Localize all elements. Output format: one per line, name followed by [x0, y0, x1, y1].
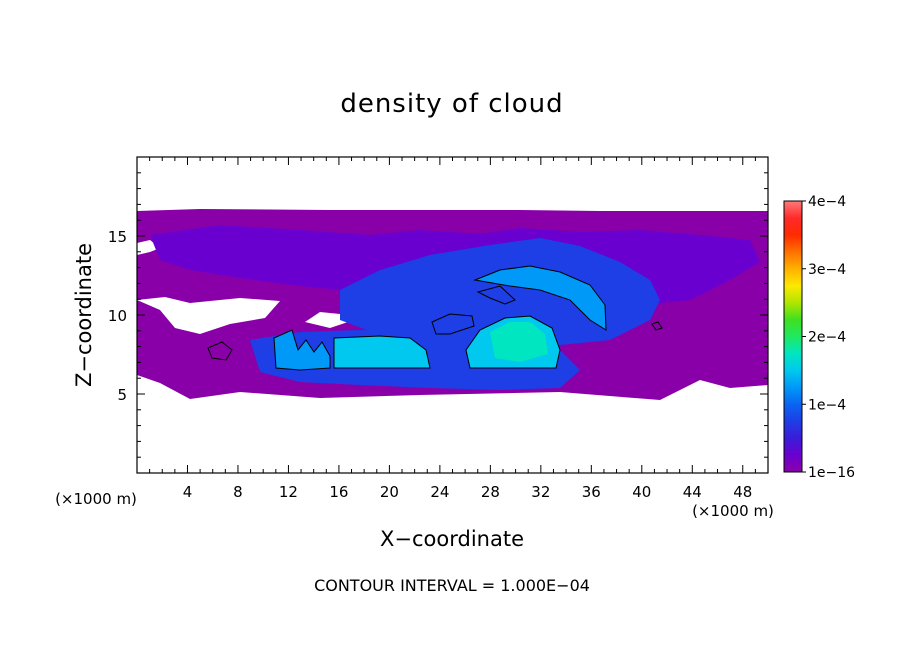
- contour-central-core: [333, 335, 431, 369]
- contour-interval-note: CONTOUR INTERVAL = 1.000E−04: [314, 576, 590, 595]
- contour-lines: [207, 265, 663, 371]
- contour-mid-left-blob: [431, 313, 475, 335]
- x-tick-label: 8: [233, 483, 243, 501]
- region-peak-core: [490, 322, 548, 362]
- x-tick-label: 24: [430, 483, 449, 501]
- region-dense-core-central: [334, 336, 430, 368]
- colorbar-ticks: 1e−16 1e−4 2e−4 3e−4 4e−4: [802, 194, 855, 481]
- x-axis-title: X−coordinate: [380, 527, 524, 551]
- x-tick-label: 36: [582, 483, 601, 501]
- plot-area: [137, 157, 768, 473]
- contour-small-left: [207, 341, 233, 361]
- colorbar-tick-label: 1e−16: [808, 465, 855, 481]
- contour-west-core: [273, 329, 331, 371]
- y-axis-title: Z−coordinate: [72, 243, 96, 387]
- x-tick-label: 48: [733, 483, 752, 501]
- colorbar-scale: [783, 200, 803, 473]
- colorbar-tick-label: 2e−4: [808, 330, 846, 346]
- colorbar-tick-label: 3e−4: [808, 262, 846, 278]
- y-axis: 5 10 15: [108, 172, 768, 458]
- contour-tiny-right: [651, 321, 663, 331]
- contour-upper-anvil: [473, 265, 607, 331]
- z-unit-label: (×1000 m): [55, 490, 137, 508]
- y-tick-label: 10: [108, 307, 127, 325]
- colorbar-tick-label: 4e−4: [808, 194, 846, 210]
- region-upper-anvil: [475, 266, 606, 330]
- x-tick-label: 28: [481, 483, 500, 501]
- x-tick-label: 12: [279, 483, 298, 501]
- x-tick-label: 16: [329, 483, 348, 501]
- colorbar-tick-label: 1e−4: [808, 397, 846, 413]
- region-dense-core-west: [274, 330, 330, 370]
- x-tick-label: 44: [683, 483, 702, 501]
- x-tick-label: 20: [380, 483, 399, 501]
- y-tick-label: 15: [108, 228, 127, 246]
- x-axis: 4 8 12 16 20 24 28 32 36 40 44 48: [149, 157, 756, 501]
- contour-small-upper: [476, 285, 516, 305]
- chart-title: density of cloud: [340, 89, 563, 119]
- region-upper-band: [340, 238, 660, 345]
- contour-east-core: [465, 315, 561, 369]
- y-tick-label: 5: [117, 386, 127, 404]
- x-unit-label: (×1000 m): [692, 502, 774, 520]
- cloud-gap-mid-center: [305, 312, 348, 328]
- colorbar: 1e−16 1e−4 2e−4 3e−4 4e−4: [783, 194, 855, 481]
- x-tick-label: 32: [531, 483, 550, 501]
- cloud-field: [137, 209, 768, 400]
- x-tick-label: 4: [183, 483, 193, 501]
- x-tick-label: 40: [632, 483, 651, 501]
- cloud-gap-mid-left: [137, 297, 280, 334]
